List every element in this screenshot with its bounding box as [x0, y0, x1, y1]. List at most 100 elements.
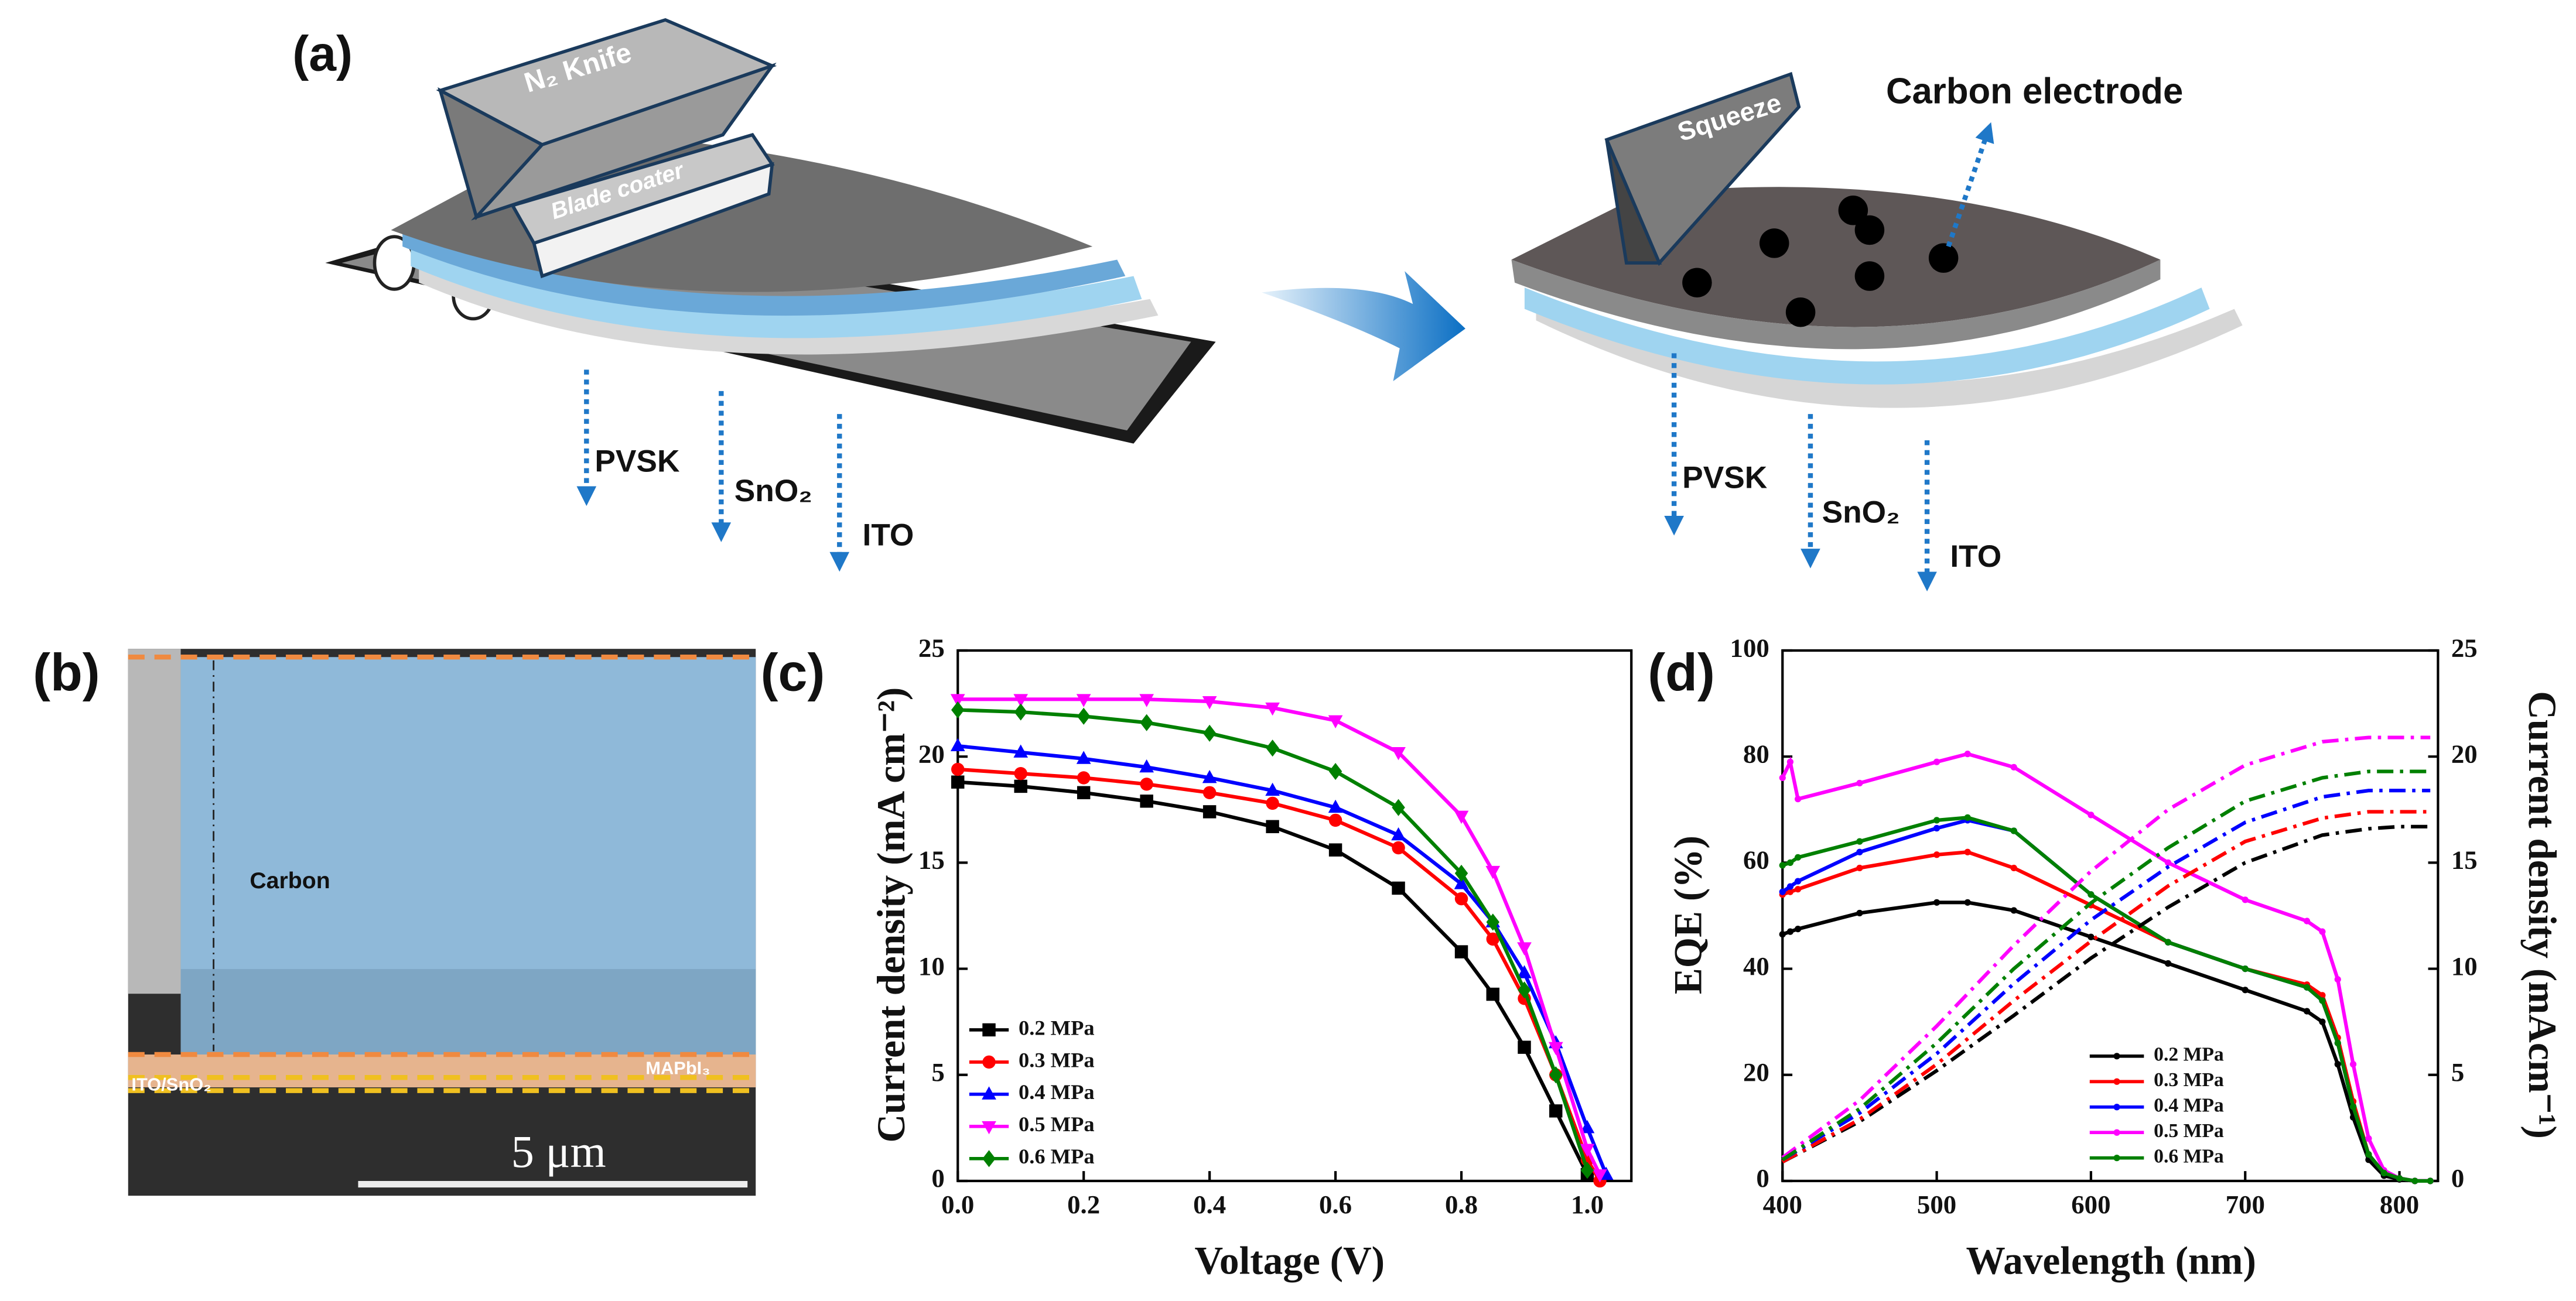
data-line — [1781, 769, 2431, 1162]
carbon-overlay — [180, 969, 756, 1055]
label: MAPbI₃ — [645, 1057, 710, 1078]
legend-marker — [2113, 1078, 2120, 1085]
marker — [1013, 744, 1029, 758]
label: Carbon electrode — [1886, 71, 2183, 111]
x-tick-label: 0.8 — [1445, 1190, 1478, 1219]
y-tick-label: 5 — [931, 1057, 944, 1087]
legend-marker — [2113, 1129, 2120, 1136]
marker — [951, 762, 965, 776]
marker — [1786, 859, 1794, 866]
legend-marker — [2113, 1155, 2120, 1162]
panel-label: (b) — [33, 644, 100, 703]
legend-marker — [2113, 1104, 2120, 1111]
sem-region — [128, 649, 181, 994]
data-line — [1782, 816, 2431, 1183]
marker — [1392, 841, 1405, 855]
x-tick-label: 0.6 — [1319, 1190, 1352, 1219]
schematic-right — [1511, 71, 2243, 592]
marker — [1265, 782, 1280, 796]
marker — [2319, 997, 2326, 1004]
layer-label: ITO — [1950, 539, 2001, 574]
marker — [1013, 694, 1029, 707]
marker — [1140, 795, 1153, 808]
y-tick-label: 80 — [1743, 739, 1769, 768]
marker — [1328, 762, 1342, 780]
squeeze-side — [1605, 139, 1662, 265]
marker — [2334, 976, 2341, 983]
panel-label: (a) — [292, 26, 353, 81]
marker — [1454, 876, 1469, 889]
y2-tick-label: 0 — [2451, 1163, 2464, 1193]
legend-label: 0.5 MPa — [2154, 1120, 2224, 1142]
marker — [1454, 945, 1468, 958]
marker — [950, 694, 965, 707]
carbon-edge — [1511, 259, 2161, 350]
process-arrow — [1262, 271, 1465, 382]
marker — [1076, 751, 1091, 764]
marker — [1779, 888, 1786, 895]
layer-label: ITO — [863, 518, 914, 553]
marker — [1964, 848, 1971, 855]
marker — [1140, 714, 1153, 731]
legend-marker — [982, 1150, 996, 1168]
schematic-left — [325, 18, 1216, 572]
marker — [2088, 933, 2095, 940]
marker — [2411, 1177, 2418, 1184]
marker — [1580, 1143, 1595, 1158]
n2-knife-front — [471, 62, 777, 221]
label: Carbon — [250, 868, 330, 893]
marker — [1794, 926, 1802, 933]
marker — [2349, 1103, 2357, 1110]
layer-label: SnO₂ — [1822, 495, 1900, 529]
marker — [1856, 909, 1863, 917]
marker — [1391, 747, 1406, 761]
data-line — [1781, 752, 2431, 1183]
legend-marker — [982, 1121, 996, 1135]
marker — [1933, 817, 1940, 824]
marker — [2349, 1061, 2357, 1068]
y-tick-label: 100 — [1730, 633, 1769, 662]
marker — [1077, 771, 1091, 785]
y2-tick-label: 20 — [2451, 739, 2478, 768]
marker — [1486, 987, 1499, 1001]
marker — [2303, 984, 2311, 991]
legend-marker — [982, 1023, 996, 1037]
marker — [2303, 1008, 2311, 1015]
marker — [2010, 907, 2017, 914]
marker — [1786, 883, 1794, 890]
pvsk-layer — [402, 230, 1126, 316]
mapbi3-overlay — [128, 1054, 756, 1088]
marker — [1794, 854, 1802, 861]
marker — [2242, 896, 2249, 903]
marker — [1933, 899, 1940, 906]
carbon-particle — [1838, 196, 1868, 225]
marker — [1779, 774, 1786, 782]
data-line — [1781, 735, 2431, 1159]
marker — [2088, 812, 2095, 819]
marker — [1266, 820, 1279, 833]
marker — [1517, 942, 1532, 956]
marker — [2242, 987, 2249, 994]
data-line — [1781, 810, 2431, 1164]
marker — [1454, 810, 1469, 824]
y-tick-label: 20 — [918, 739, 945, 768]
x-tick-label: 800 — [2380, 1190, 2419, 1219]
carbon-particle — [1854, 261, 1885, 291]
x-tick-label: 600 — [2071, 1190, 2110, 1219]
marker — [1786, 928, 1794, 935]
plot-frame — [1781, 649, 2440, 1183]
marker — [1076, 694, 1091, 707]
y-tick-label: 10 — [918, 951, 945, 981]
marker — [1328, 799, 1343, 813]
marker — [1580, 1119, 1595, 1134]
legend-label: 0.4 MPa — [1019, 1080, 1095, 1104]
carbon-particle — [1785, 297, 1816, 327]
y2-tick-label: 10 — [2451, 951, 2478, 981]
marker — [1328, 813, 1342, 827]
sno2-layer — [411, 246, 1142, 338]
marker — [2427, 1177, 2434, 1184]
marker — [1454, 892, 1468, 906]
marker — [1593, 1169, 1607, 1183]
marker — [1964, 899, 1971, 906]
marker — [1933, 758, 1940, 765]
